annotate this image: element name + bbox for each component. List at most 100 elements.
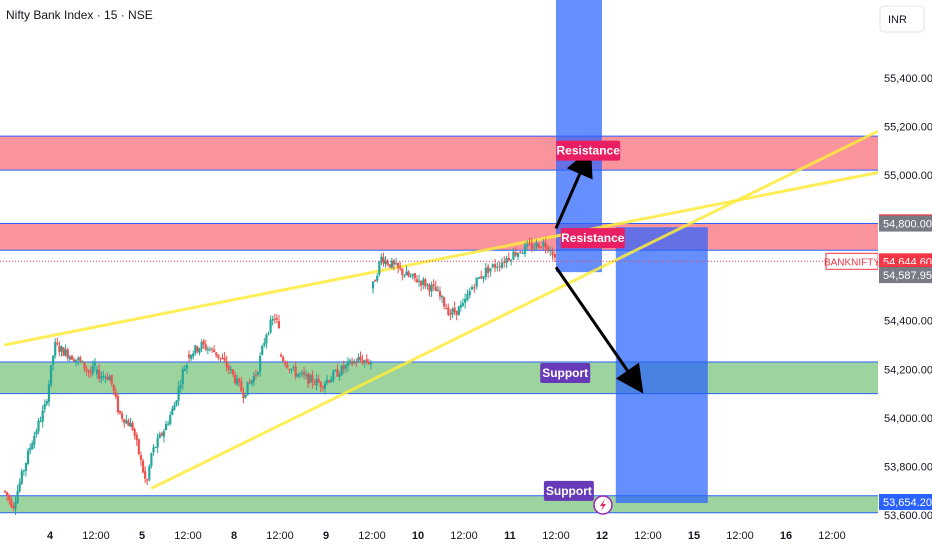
candle-body bbox=[24, 463, 28, 471]
candle-body bbox=[357, 357, 360, 362]
candle-body bbox=[390, 260, 393, 268]
candle-body bbox=[468, 290, 471, 296]
candle-body bbox=[104, 377, 107, 379]
zones-layer bbox=[0, 135, 878, 514]
candle-body bbox=[123, 419, 126, 424]
time-tick-label: 12:00 bbox=[174, 530, 202, 542]
candle-body bbox=[434, 286, 437, 292]
candle-body bbox=[510, 259, 513, 261]
candle-body bbox=[298, 373, 301, 375]
time-tick-label: 8 bbox=[231, 530, 237, 542]
candle-body bbox=[173, 405, 176, 411]
candle-body bbox=[374, 279, 377, 282]
candle-body bbox=[496, 266, 499, 268]
time-axis[interactable]: 4 12:00 5 12:00 8 12:00 9 12:00 10 12:00 11 12:00 12… bbox=[0, 520, 932, 550]
candle-body bbox=[106, 376, 109, 380]
candle-body bbox=[449, 313, 452, 315]
candle-body bbox=[533, 247, 536, 249]
price-tag-label-5: 53,654.20 bbox=[883, 497, 932, 509]
candle-body bbox=[313, 384, 316, 386]
candle-body bbox=[386, 261, 389, 265]
candle-body bbox=[405, 271, 408, 276]
candle-body bbox=[68, 356, 71, 360]
candle-body bbox=[236, 378, 239, 385]
candle-body bbox=[273, 318, 276, 320]
candle-body bbox=[269, 320, 272, 333]
candle-body bbox=[401, 268, 404, 276]
candle-body bbox=[455, 310, 458, 315]
time-tick-label: 5 bbox=[139, 530, 145, 542]
candle-body bbox=[466, 294, 469, 301]
candle-body bbox=[523, 245, 527, 254]
candle-body bbox=[365, 359, 368, 363]
candle-body bbox=[319, 381, 322, 388]
candle-body bbox=[277, 321, 281, 329]
candle-body bbox=[464, 298, 467, 303]
candle-body bbox=[219, 357, 222, 359]
candle-body bbox=[43, 403, 46, 410]
candle-body bbox=[217, 354, 220, 358]
candle-body bbox=[399, 267, 402, 269]
candle-body bbox=[403, 275, 406, 277]
candle-body bbox=[131, 422, 134, 430]
candle-body bbox=[384, 260, 387, 265]
candle-body bbox=[225, 361, 228, 368]
candle-body bbox=[198, 348, 201, 353]
price-tick-label: 55,000.00 bbox=[884, 170, 932, 182]
candle-body bbox=[415, 279, 419, 283]
candle-body bbox=[31, 443, 34, 450]
candle-body bbox=[420, 280, 423, 286]
candle-body bbox=[223, 357, 226, 361]
candle-body bbox=[100, 376, 103, 379]
candle-body bbox=[127, 420, 130, 426]
candle-body bbox=[351, 361, 354, 365]
candle-body bbox=[338, 374, 341, 377]
candle-body bbox=[49, 365, 53, 385]
candle-body bbox=[546, 247, 550, 251]
candle-body bbox=[202, 340, 205, 345]
candle-body bbox=[553, 253, 556, 258]
candle-body bbox=[325, 379, 329, 384]
price-axis[interactable]: 53,600.00 53,800.00 54,000.00 54,200.00 54,4… bbox=[884, 73, 932, 522]
candle-body bbox=[542, 242, 545, 247]
price-tag-label-1: 54,800.00 bbox=[883, 219, 932, 231]
candle-body bbox=[516, 253, 520, 257]
candle-body bbox=[371, 281, 375, 289]
candle-body bbox=[16, 490, 19, 504]
candle-body bbox=[210, 348, 214, 350]
resistance-label-box-0 bbox=[556, 140, 621, 161]
candle-body bbox=[37, 420, 40, 432]
candle-body bbox=[240, 381, 243, 392]
candle-body bbox=[183, 368, 186, 371]
lightning-icon[interactable] bbox=[593, 495, 613, 515]
candle-body bbox=[254, 374, 258, 376]
candle-body bbox=[336, 369, 339, 377]
candle-body bbox=[52, 355, 55, 365]
candle-body bbox=[175, 400, 178, 405]
candle-body bbox=[378, 261, 381, 275]
candle-body bbox=[169, 415, 172, 425]
currency-button[interactable] bbox=[879, 5, 925, 33]
candle-body bbox=[146, 479, 149, 481]
candle-body bbox=[177, 386, 180, 401]
candle-body bbox=[261, 345, 264, 355]
candle-body bbox=[344, 364, 347, 369]
candle-body bbox=[292, 367, 295, 369]
time-tick-label: 12 bbox=[596, 530, 608, 542]
candle-body bbox=[296, 374, 299, 377]
candle-body bbox=[89, 371, 92, 374]
candle-body bbox=[528, 243, 531, 245]
candle-body bbox=[309, 375, 312, 383]
candle-body bbox=[152, 447, 155, 453]
candle-body bbox=[305, 374, 308, 376]
candle-body bbox=[286, 364, 289, 368]
candle-body bbox=[315, 378, 318, 386]
candle-body bbox=[162, 431, 166, 437]
candle-body bbox=[300, 372, 304, 374]
candle-body bbox=[526, 244, 529, 247]
support-label-3: Support bbox=[546, 484, 592, 498]
candle-body bbox=[282, 357, 285, 362]
candle-body bbox=[514, 252, 517, 256]
candle-body bbox=[535, 242, 538, 247]
